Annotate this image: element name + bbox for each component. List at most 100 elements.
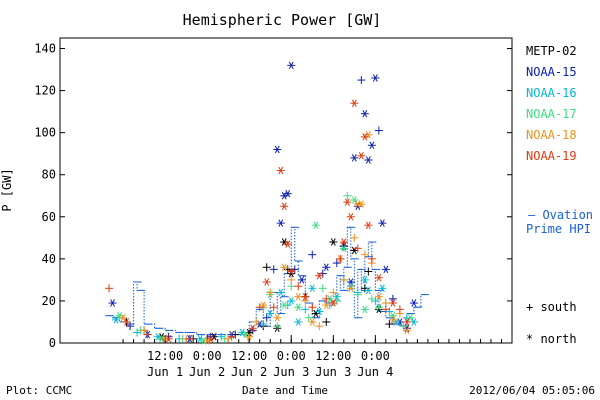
y-axis: 0 20 40 60 80 100 120 140 xyxy=(34,42,512,350)
data-point-noaa-19 xyxy=(322,294,331,303)
data-point-noaa-19 xyxy=(395,305,404,314)
data-point-noaa-18 xyxy=(224,334,233,343)
data-point-noaa-16 xyxy=(385,307,394,316)
data-point-noaa-19 xyxy=(143,330,152,339)
data-point-noaa-19 xyxy=(262,278,271,286)
data-point-noaa-18 xyxy=(350,233,359,242)
data-point-noaa-18 xyxy=(374,292,383,301)
x-tick-time: 0:00 xyxy=(277,349,306,363)
x-axis-label: Date and Time xyxy=(242,384,328,397)
data-point-noaa-18 xyxy=(140,326,149,335)
data-point-noaa-17 xyxy=(353,290,362,299)
data-point-noaa-15 xyxy=(262,313,271,322)
data-point-noaa-18 xyxy=(280,263,289,272)
data-point-noaa-19 xyxy=(336,254,345,263)
data-point-noaa-17 xyxy=(318,284,327,293)
footer-timestamp: 2012/06/04 05:05:06 xyxy=(469,384,595,397)
x-tick-time: 12:00 xyxy=(231,349,267,363)
data-point-noaa-18 xyxy=(287,275,296,284)
data-point-noaa-19 xyxy=(343,198,352,206)
data-point-noaa-19 xyxy=(357,152,366,160)
data-point-noaa-16 xyxy=(294,318,303,326)
data-point-noaa-15 xyxy=(346,278,355,286)
data-point-noaa-19 xyxy=(350,99,359,107)
x-tick-time: 0:00 xyxy=(361,349,390,363)
data-point-noaa-18 xyxy=(245,332,254,341)
data-point-noaa-19 xyxy=(301,292,310,301)
data-point-noaa-18 xyxy=(360,250,369,259)
data-point-noaa-19 xyxy=(364,221,373,229)
legend-item-metp-02: METP-02 xyxy=(526,44,577,58)
y-tick-label: 0 xyxy=(49,336,56,350)
data-point-noaa-15 xyxy=(273,145,282,154)
legend-item-noaa-18: NOAA-18 xyxy=(526,128,577,142)
data-point-noaa-18 xyxy=(294,292,303,301)
data-points xyxy=(105,61,418,345)
data-point-noaa-17 xyxy=(360,305,369,314)
data-point-noaa-18 xyxy=(346,284,355,293)
data-point-noaa-15 xyxy=(126,322,135,331)
data-point-noaa-16 xyxy=(360,276,369,284)
x-tick-day: Jun 1 xyxy=(147,365,183,379)
data-point-noaa-19 xyxy=(248,324,257,333)
footer-source: Plot: CCMC xyxy=(6,384,72,397)
data-point-noaa-19 xyxy=(185,334,194,343)
data-point-noaa-16 xyxy=(217,332,226,341)
x-tick-time: 12:00 xyxy=(147,349,183,363)
data-point-noaa-15 xyxy=(357,76,366,85)
plot-frame xyxy=(59,37,513,344)
data-point-noaa-19 xyxy=(276,166,285,175)
data-point-noaa-19 xyxy=(122,318,131,326)
north-marker-legend: * north xyxy=(526,332,577,346)
data-point-noaa-15 xyxy=(276,219,285,227)
data-point-noaa-18 xyxy=(273,314,282,322)
y-tick-label: 60 xyxy=(42,210,56,224)
data-point-noaa-19 xyxy=(315,271,324,280)
data-point-noaa-15 xyxy=(364,156,373,164)
ovation-legend-label-2: Prime HPI xyxy=(526,222,591,236)
plot-area xyxy=(59,37,513,344)
data-point-noaa-16 xyxy=(133,328,142,337)
data-point-noaa-19 xyxy=(287,267,296,276)
x-tick-day: Jun 4 xyxy=(357,365,393,379)
data-point-noaa-15 xyxy=(297,276,306,284)
data-point-noaa-18 xyxy=(308,318,317,326)
ovation-legend: — Ovation Prime HPI xyxy=(526,208,593,236)
y-tick-label: 40 xyxy=(42,252,56,266)
data-point-noaa-16 xyxy=(371,296,380,305)
y-tick-label: 120 xyxy=(34,84,56,98)
data-point-noaa-17 xyxy=(374,303,383,311)
data-point-noaa-18 xyxy=(339,275,348,284)
data-point-noaa-19 xyxy=(164,335,173,343)
y-tick-label: 80 xyxy=(42,168,56,182)
data-point-noaa-18 xyxy=(301,296,310,305)
x-tick-day: Jun 3 xyxy=(315,365,351,379)
data-point-noaa-15 xyxy=(374,126,383,135)
data-point-noaa-19 xyxy=(339,238,348,246)
data-point-noaa-17 xyxy=(350,196,359,204)
data-point-metp-02 xyxy=(322,317,331,326)
data-point-noaa-16 xyxy=(301,305,310,314)
data-point-noaa-19 xyxy=(374,274,383,282)
data-point-noaa-15 xyxy=(283,189,292,198)
data-point-noaa-19 xyxy=(255,303,264,312)
y-tick-label: 100 xyxy=(34,126,56,140)
data-point-noaa-15 xyxy=(269,265,278,274)
data-point-noaa-19 xyxy=(367,254,376,263)
data-point-noaa-15 xyxy=(388,294,397,303)
data-point-noaa-16 xyxy=(315,307,324,316)
data-point-noaa-17 xyxy=(280,301,289,309)
data-point-noaa-15 xyxy=(381,265,390,274)
data-point-noaa-17 xyxy=(399,322,408,331)
data-point-noaa-18 xyxy=(315,322,324,331)
data-point-noaa-17 xyxy=(294,303,303,311)
data-point-noaa-16 xyxy=(364,286,373,295)
data-point-noaa-16 xyxy=(266,309,275,318)
data-point-noaa-16 xyxy=(259,320,268,329)
data-point-noaa-15 xyxy=(371,74,380,82)
data-point-noaa-17 xyxy=(406,314,415,322)
x-tick-time: 12:00 xyxy=(315,349,351,363)
data-point-noaa-19 xyxy=(388,299,397,307)
data-point-noaa-17 xyxy=(304,313,313,322)
